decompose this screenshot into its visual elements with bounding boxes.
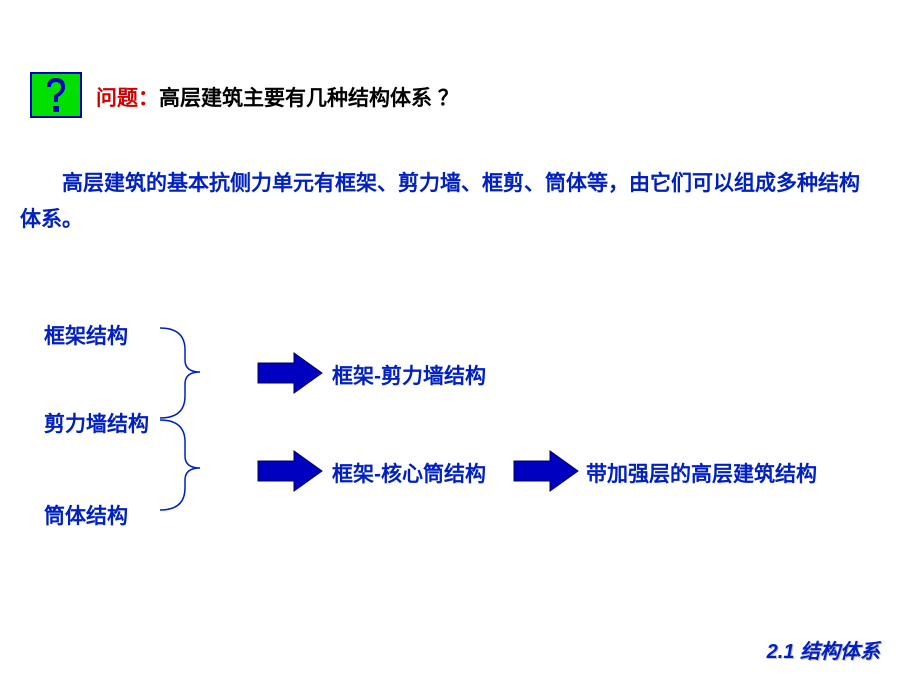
arrow-to-reinforced [514, 450, 584, 492]
arrow-to-frame-core [258, 450, 328, 492]
arrow-to-frame-shear [258, 352, 328, 394]
footer-section-label: 2.1 结构体系 [767, 635, 880, 664]
bracket-lower [0, 0, 920, 690]
